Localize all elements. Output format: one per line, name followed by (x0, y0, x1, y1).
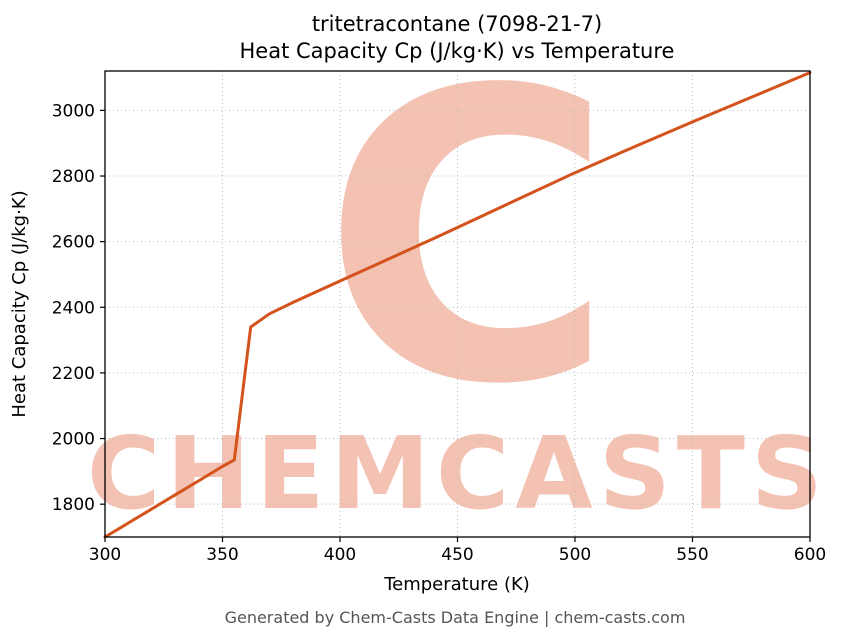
x-tick-label: 500 (559, 545, 591, 565)
data-series (103, 71, 812, 539)
y-tick-label: 1800 (52, 495, 95, 515)
chart-title-line1: tritetracontane (7098-21-7) (312, 12, 602, 36)
series-line (103, 71, 812, 539)
x-tick-label: 550 (676, 545, 708, 565)
watermark-logo-icon: C (321, 7, 615, 472)
y-tick-label: 2000 (52, 430, 95, 450)
x-axis-label: Temperature (K) (383, 574, 530, 595)
x-tick-label: 300 (89, 545, 121, 565)
y-tick-label: 2400 (52, 298, 95, 318)
footer-credit: Generated by Chem-Casts Data Engine | ch… (225, 608, 686, 627)
y-tick-label: 2600 (52, 233, 95, 253)
y-axis-label: Heat Capacity Cp (J/kg·K) (9, 190, 30, 417)
x-tick-label: 450 (441, 545, 473, 565)
watermark-text: CHEMCASTS (87, 415, 829, 532)
y-tick-label: 2200 (52, 364, 95, 384)
tick-labels: 300 350 400 450 500 550 600 1800 2000 2200 2400 260… (52, 101, 826, 565)
watermark: C CHEMCASTS (87, 7, 829, 532)
x-tick-label: 400 (324, 545, 356, 565)
x-tick-label: 350 (206, 545, 238, 565)
y-tick-label: 2800 (52, 167, 95, 187)
chart-title-line2: Heat Capacity Cp (J/kg·K) vs Temperature (240, 39, 675, 63)
x-tick-label: 600 (794, 545, 826, 565)
y-tick-label: 3000 (52, 101, 95, 121)
